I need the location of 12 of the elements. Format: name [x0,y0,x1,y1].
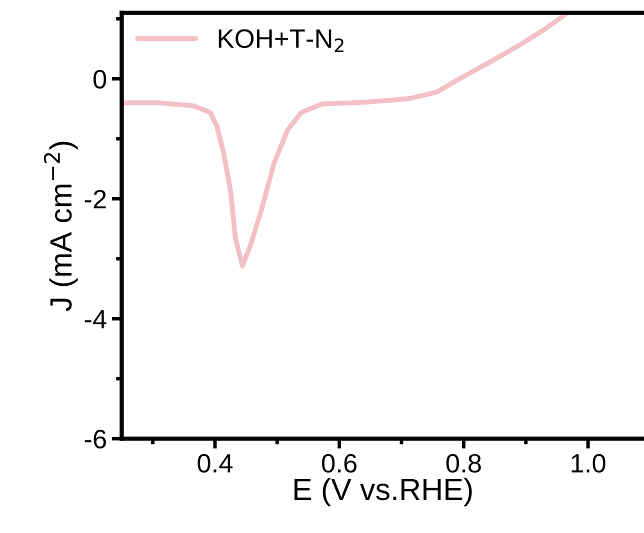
legend-label: KOH+T-N$_{2}$ [218,29,344,52]
y-axis-title: J (mA cm$^{−2}$) [44,142,78,312]
x-tick-label: 0.8 [446,454,481,473]
line-series [122,12,570,268]
x-axis-title: E (V vs.RHE) [294,478,472,506]
y-tick-label: -4 [84,310,106,328]
y-tick-label: -2 [84,190,106,208]
x-tick-label: 1.0 [572,454,606,473]
y-tick-label: -6 [84,430,106,448]
x-tick-label: 0.4 [198,454,233,473]
x-tick-label: 0.6 [322,454,357,473]
y-tick-label: 0 [93,70,106,89]
